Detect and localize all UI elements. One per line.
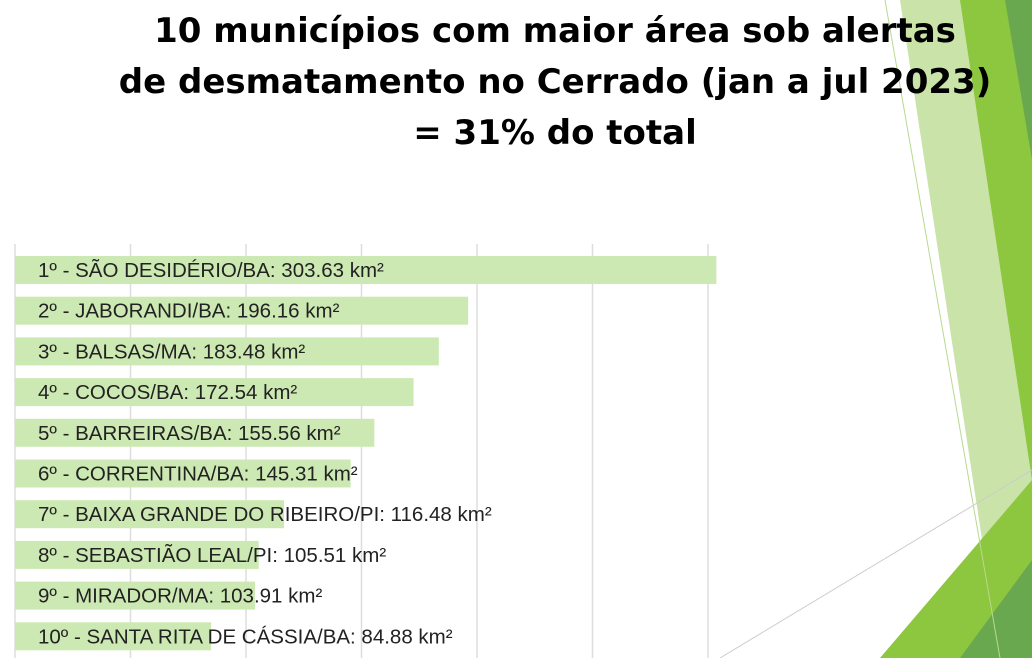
bar-6 bbox=[15, 459, 351, 488]
bar-4 bbox=[15, 378, 414, 407]
chart-labels: 1º - SÃO DESIDÉRIO/BA: 303.63 km² 2º - JA… bbox=[38, 259, 492, 648]
bar-5 bbox=[15, 418, 375, 447]
bar-label-4: 4º - COCOS/BA: 172.54 km² bbox=[38, 381, 297, 404]
bar-label-1: 1º - SÃO DESIDÉRIO/BA: 303.63 km² bbox=[38, 259, 384, 282]
bar-10 bbox=[15, 622, 212, 651]
bar-label-3: 3º - BALSAS/MA: 183.48 km² bbox=[38, 340, 305, 363]
deco-dark-triangle bbox=[1005, 0, 1032, 160]
bar-8 bbox=[15, 540, 259, 569]
bar-7 bbox=[15, 500, 285, 529]
title-line-2: de desmatamento no Cerrado (jan a jul 20… bbox=[118, 62, 992, 102]
deco-bottom-dark bbox=[960, 560, 1032, 658]
bar-label-5: 5º - BARREIRAS/BA: 155.56 km² bbox=[38, 422, 341, 445]
bar-9 bbox=[15, 581, 256, 610]
bar-label-8: 8º - SEBASTIÃO LEAL/PI: 105.51 km² bbox=[38, 544, 386, 567]
chart-gridlines bbox=[14, 244, 709, 658]
title-line-1: 10 municípios com maior área sob alertas bbox=[154, 11, 956, 51]
page-title: 10 municípios com maior área sob alertas… bbox=[60, 6, 1032, 159]
deco-mid-triangle bbox=[960, 0, 1032, 480]
bar-1 bbox=[15, 256, 717, 284]
bar-3 bbox=[15, 337, 439, 366]
deco-line-1 bbox=[884, 0, 1001, 658]
chart-bars bbox=[15, 256, 717, 651]
deco-line-2 bbox=[719, 469, 1032, 658]
title-line-3: = 31% do total bbox=[413, 113, 697, 153]
bar-label-9: 9º - MIRADOR/MA: 103.91 km² bbox=[38, 585, 322, 608]
bar-label-6: 6º - CORRENTINA/BA: 145.31 km² bbox=[38, 463, 358, 486]
bar-label-7: 7º - BAIXA GRANDE DO RIBEIRO/PI: 116.48 … bbox=[38, 503, 492, 526]
bar-label-10: 10º - SANTA RITA DE CÁSSIA/BA: 84.88 km² bbox=[38, 625, 453, 648]
bar-2 bbox=[15, 296, 469, 325]
bar-label-2: 2º - JABORANDI/BA: 196.16 km² bbox=[38, 300, 340, 323]
